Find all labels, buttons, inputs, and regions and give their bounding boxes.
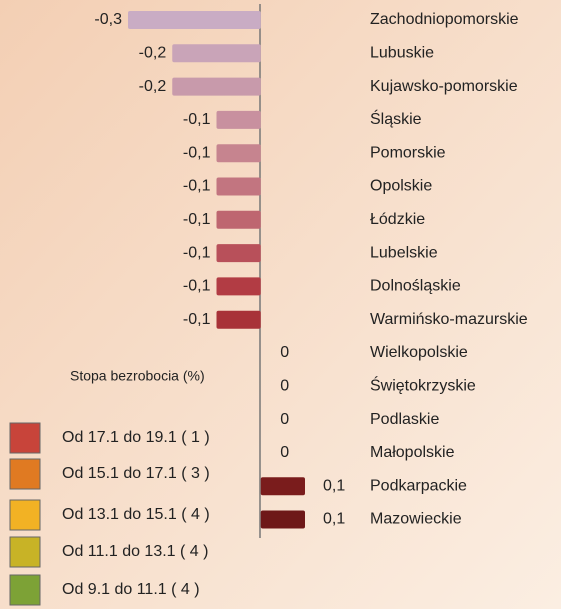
bar	[216, 277, 261, 296]
category-label: Świętokrzyskie	[370, 376, 476, 395]
value-label: -0,2	[139, 45, 167, 62]
category-label: Mazowieckie	[370, 511, 462, 528]
value-label: -0,1	[183, 178, 211, 195]
value-label: 0	[280, 411, 289, 428]
category-label: Zachodniopomorskie	[370, 11, 519, 28]
category-label: Dolnośląskie	[370, 278, 461, 295]
legend-swatch	[9, 422, 41, 454]
category-label: Łódzkie	[370, 211, 425, 228]
value-label: -0,1	[183, 111, 211, 128]
value-label: 0,1	[323, 477, 345, 494]
legend-swatch	[9, 499, 41, 531]
bar	[216, 210, 261, 229]
legend-label: Od 17.1 do 19.1 ( 1 )	[62, 429, 210, 446]
value-label: 0	[280, 378, 289, 395]
value-label: -0,1	[183, 211, 211, 228]
category-label: Podkarpackie	[370, 477, 467, 494]
legend-swatch	[9, 574, 41, 606]
legend-label: Od 9.1 do 11.1 ( 4 )	[62, 581, 200, 598]
bar	[172, 77, 261, 96]
value-label: -0,2	[139, 78, 167, 95]
value-label: 0	[280, 344, 289, 361]
category-label: Lubuskie	[370, 45, 434, 62]
category-label: Małopolskie	[370, 444, 455, 461]
value-label: -0,1	[183, 244, 211, 261]
legend-title: Stopa bezrobocia (%)	[70, 368, 205, 384]
legend-swatch	[9, 458, 41, 490]
bar	[216, 144, 261, 163]
bar	[128, 11, 261, 29]
category-label: Wielkopolskie	[370, 344, 468, 361]
category-label: Lubelskie	[370, 244, 438, 261]
value-label: 0	[280, 444, 289, 461]
bar	[260, 477, 305, 496]
value-label: 0,1	[323, 511, 345, 528]
value-label: -0,1	[183, 144, 211, 161]
bar	[260, 510, 305, 529]
value-label: -0,3	[94, 11, 122, 28]
category-label: Pomorskie	[370, 144, 446, 161]
category-label: Opolskie	[370, 178, 432, 195]
legend-swatch	[9, 536, 41, 568]
category-label: Podlaskie	[370, 411, 439, 428]
category-label: Śląskie	[370, 109, 422, 128]
value-label: -0,1	[183, 278, 211, 295]
legend-label: Od 15.1 do 17.1 ( 3 )	[62, 465, 210, 482]
bar	[216, 177, 261, 196]
bar	[216, 310, 261, 329]
value-label: -0,1	[183, 311, 211, 328]
legend-label: Od 13.1 do 15.1 ( 4 )	[62, 506, 210, 523]
legend-label: Od 11.1 do 13.1 ( 4 )	[62, 543, 208, 560]
bar	[172, 44, 261, 63]
bar	[216, 110, 261, 129]
category-label: Warmińsko-mazurskie	[370, 311, 528, 328]
category-label: Kujawsko-pomorskie	[370, 78, 518, 95]
bar	[216, 244, 261, 263]
